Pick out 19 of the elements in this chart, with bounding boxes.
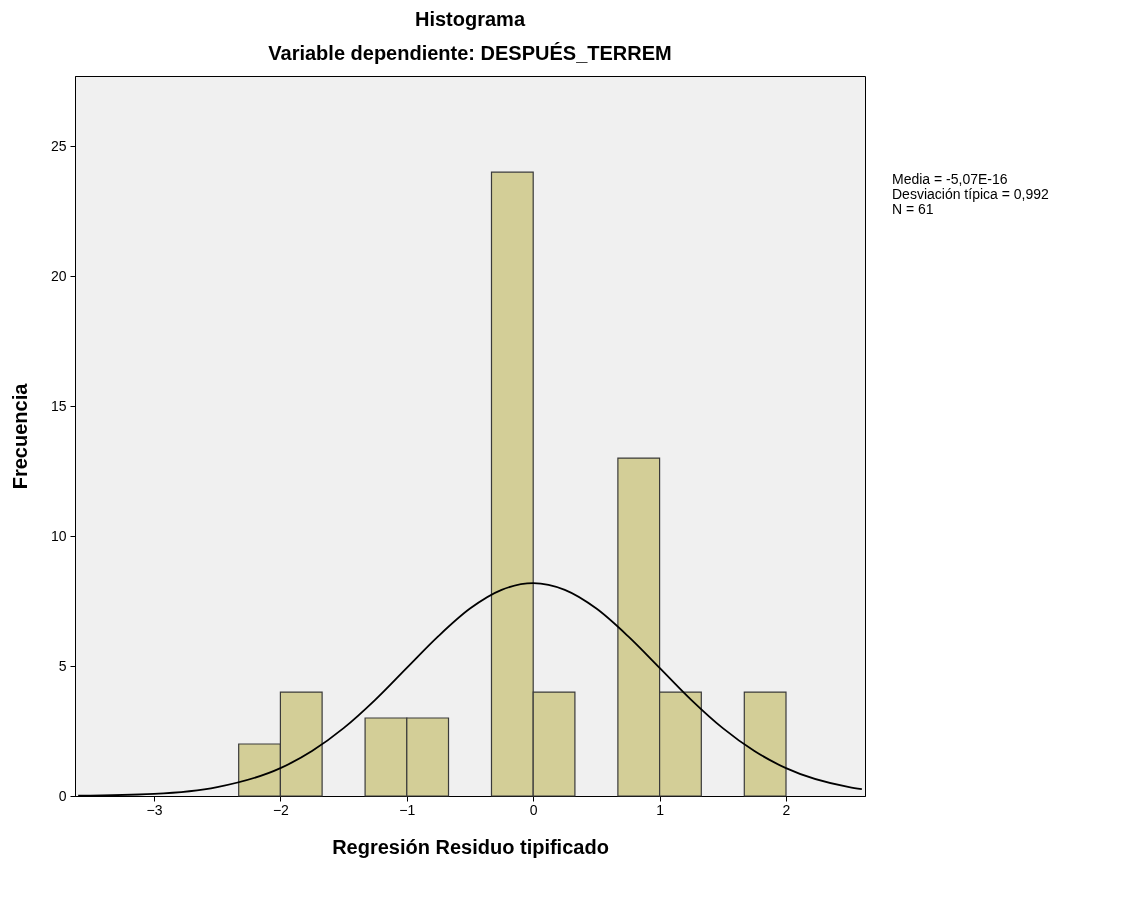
y-tick-label: 15 bbox=[50, 397, 67, 414]
x-tick-label: 1 bbox=[656, 801, 665, 818]
chart-subtitle: Variable dependiente: DESPUÉS_TERREM bbox=[268, 42, 672, 64]
x-axis-title: Regresión Residuo tipificado bbox=[332, 835, 609, 858]
text: Desviación típica = 0,992 bbox=[892, 186, 1049, 202]
y-tick-label: 0 bbox=[58, 787, 67, 804]
y-axis-title: Frecuencia bbox=[8, 382, 31, 490]
x-tick-label: −3 bbox=[146, 801, 163, 818]
x-tick-label: −2 bbox=[272, 801, 290, 818]
y-tick-label: 25 bbox=[50, 137, 67, 154]
x-tick-label: 0 bbox=[529, 801, 538, 818]
x-tick-label: 2 bbox=[782, 801, 791, 818]
text: N = 61 bbox=[892, 201, 935, 217]
text: Media = -5,07E-16 bbox=[892, 171, 1009, 187]
y-tick-label: 5 bbox=[58, 657, 67, 674]
y-tick-label: 10 bbox=[50, 527, 67, 544]
chart-title: Histograma bbox=[414, 8, 526, 30]
x-tick-label: −1 bbox=[399, 801, 416, 818]
y-tick-label: 20 bbox=[50, 267, 67, 284]
